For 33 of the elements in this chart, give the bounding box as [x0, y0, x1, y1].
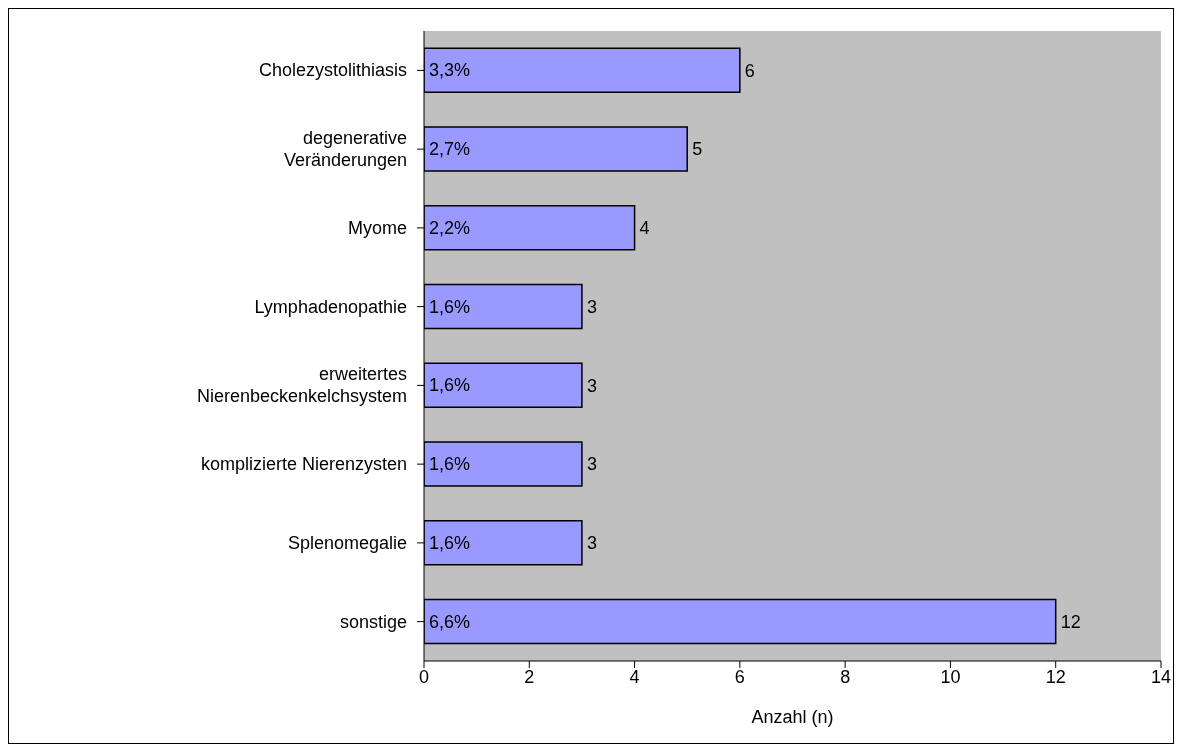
- data-label: 4: [639, 218, 650, 239]
- y-tick-label: degenerative Veränderungen: [283, 128, 407, 171]
- data-label: 3: [586, 296, 597, 317]
- data-label: 3: [586, 375, 597, 396]
- y-tick-label: sonstige: [339, 611, 407, 632]
- annotation: 6,6%: [429, 611, 471, 632]
- data-label: 12: [1060, 611, 1081, 632]
- data-label: 3: [586, 454, 597, 475]
- annotation: 1,6%: [429, 454, 471, 475]
- x-tick-label: 0: [418, 666, 430, 687]
- y-tick-label: Lymphadenopathie: [254, 296, 407, 317]
- y-tick-label: komplizierte Nierenzysten: [200, 454, 407, 475]
- data-label: 6: [744, 60, 755, 81]
- y-tick-label: Myome: [347, 217, 407, 238]
- y-tick-label: Splenomegalie: [287, 532, 407, 553]
- x-tick-label: 12: [1045, 666, 1066, 687]
- data-label: 5: [692, 139, 703, 160]
- annotation: 1,6%: [429, 296, 471, 317]
- x-tick-label: 2: [524, 666, 535, 687]
- annotation: 3,3%: [429, 60, 471, 81]
- x-axis-title: Anzahl (n): [751, 707, 834, 727]
- annotation: 1,6%: [429, 532, 471, 553]
- annotation: 2,7%: [429, 139, 471, 160]
- x-tick-label: 4: [629, 666, 640, 687]
- y-tick-label: erweitertes Nierenbeckenkelchsystem: [196, 364, 407, 407]
- x-tick-label: 10: [940, 666, 961, 687]
- y-tick-label: Cholezystolithiasis: [258, 60, 407, 81]
- x-tick-label: 6: [734, 666, 745, 687]
- data-label: 3: [586, 533, 597, 554]
- x-tick-label: 14: [1150, 666, 1172, 687]
- x-tick-label: 8: [840, 666, 851, 687]
- annotation: 1,6%: [429, 375, 471, 396]
- annotation: 2,2%: [429, 217, 471, 238]
